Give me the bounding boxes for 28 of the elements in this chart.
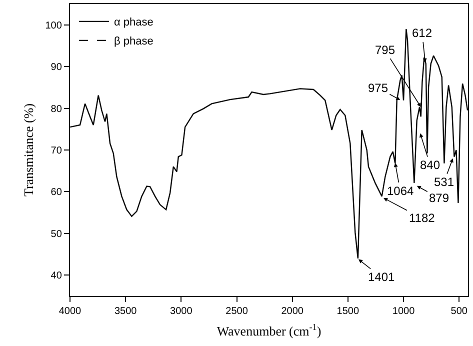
annotation: 531 — [434, 175, 454, 189]
y-tick-label: 40 — [50, 270, 62, 282]
y-tick-label: 70 — [50, 146, 62, 156]
x-tick-label: 3000 — [170, 306, 193, 318]
x-tick-label: 4000 — [58, 306, 82, 318]
y-tick-label: 100 — [45, 20, 62, 32]
annotation: 1182 — [409, 211, 436, 225]
annotation: 1064 — [387, 184, 414, 198]
annotation: 840 — [420, 158, 440, 172]
x-axis-title: Wavenumber (cm$^{-1}$) — [216, 322, 322, 339]
y-tick-label: 90 — [50, 62, 62, 74]
annotation: 612 — [412, 26, 432, 40]
y-tick-label: 50 — [50, 228, 62, 240]
x-tick-label: 1500 — [336, 306, 360, 318]
x-tick-label: 1000 — [392, 306, 416, 318]
y-axis-title: Transmitance (%) — [21, 103, 36, 197]
annotation: 1401 — [368, 270, 396, 284]
x-tick-label: 2500 — [226, 306, 248, 318]
legend-label: α phase — [114, 16, 154, 29]
y-tick-label: 60 — [50, 187, 62, 198]
x-tick-label: 2000 — [281, 306, 304, 318]
y-tick-label: 80 — [50, 104, 62, 115]
annotation: 975 — [368, 81, 388, 95]
x-tick-label: 500 — [450, 306, 468, 318]
legend-label: β phase — [114, 36, 154, 48]
annotation: 795 — [375, 43, 396, 57]
annotation: 879 — [429, 191, 450, 205]
x-tick-label: 3500 — [114, 306, 138, 318]
